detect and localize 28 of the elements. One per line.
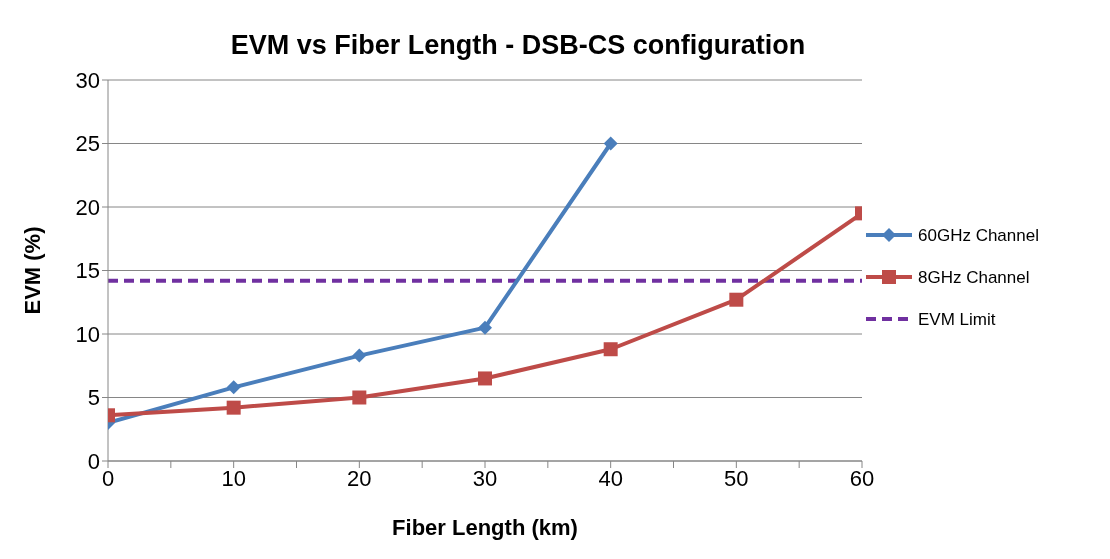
y-tick-label: 30 xyxy=(75,67,100,93)
y-axis-title: EVM (%) xyxy=(19,226,45,315)
x-tick-label: 40 xyxy=(598,465,623,491)
y-tick-label: 10 xyxy=(75,321,100,347)
point xyxy=(226,380,241,395)
point xyxy=(478,371,492,386)
y-tick-label: 15 xyxy=(75,258,100,284)
y-tick-label: 5 xyxy=(87,385,100,411)
x-tick-label: 30 xyxy=(472,465,498,491)
point xyxy=(729,292,744,307)
point xyxy=(352,390,367,405)
legend-label: 8GHz Channel xyxy=(918,267,1030,287)
y-tick-label: 25 xyxy=(75,131,100,157)
y-tick-label: 0 xyxy=(87,448,100,474)
x-axis-title: Fiber Length (km) xyxy=(392,515,578,540)
point xyxy=(603,136,618,151)
x-tick-label: 10 xyxy=(221,465,246,491)
y-tick-label: 20 xyxy=(75,194,100,220)
point xyxy=(352,348,367,363)
x-tick-label: 20 xyxy=(347,465,372,491)
chart-title: EVM vs Fiber Length - DSB-CS configuration xyxy=(230,30,806,60)
legend-label: EVM Limit xyxy=(918,309,996,329)
point xyxy=(226,400,241,415)
x-tick-label: 50 xyxy=(724,465,749,491)
point xyxy=(478,320,492,335)
point xyxy=(603,342,618,357)
x-tick-label: 60 xyxy=(849,465,875,491)
legend-label: 60GHz Channel xyxy=(918,225,1039,245)
